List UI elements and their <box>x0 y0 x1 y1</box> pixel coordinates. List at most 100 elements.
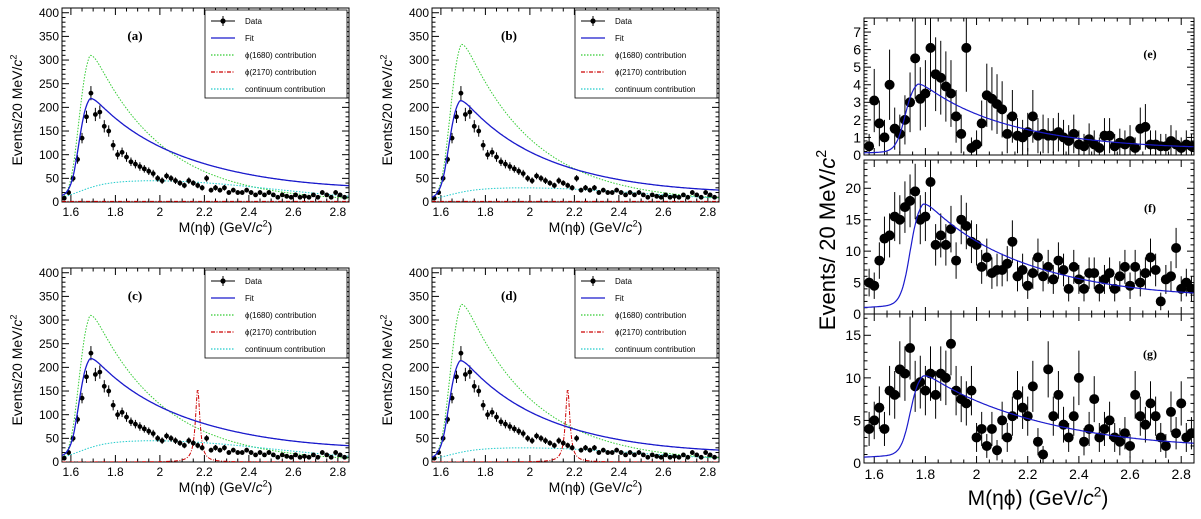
data-point <box>244 187 250 193</box>
data-point <box>511 166 517 172</box>
legend-data-marker <box>590 278 596 284</box>
y-tick-label: 0 <box>853 147 861 163</box>
plot-frame <box>863 159 1195 315</box>
data-point <box>230 187 236 193</box>
x-tick-label: 2.2 <box>566 205 583 219</box>
data-point <box>293 452 299 458</box>
y-tick-label: 0 <box>853 306 861 322</box>
legend-continuum-label: continuum contribution <box>615 85 696 94</box>
data-point <box>1104 268 1115 279</box>
data-point <box>204 435 210 441</box>
data-point <box>1145 252 1156 263</box>
legend-box <box>574 269 718 359</box>
data-point <box>663 192 669 198</box>
data-point <box>1043 364 1054 375</box>
data-point <box>1165 271 1176 282</box>
data-point <box>529 438 535 444</box>
data-point <box>173 178 178 184</box>
data-point <box>884 230 895 241</box>
y-axis-title-sup: 2 <box>378 315 388 320</box>
data-point <box>328 194 334 200</box>
data-point <box>1114 271 1125 282</box>
x-axis-title: M(ηϕ) (GeV/c2) <box>549 218 643 235</box>
data-point <box>1186 283 1194 294</box>
legend-fit-label: Fit <box>245 294 255 303</box>
data-point <box>1104 130 1115 141</box>
legend-phi1680-label: ϕ(1680) contribution <box>615 51 686 60</box>
data-point <box>935 230 946 241</box>
y-axis-title-main: Events/20 MeV/ <box>379 327 395 426</box>
x-tick-label: 2 <box>157 205 164 219</box>
y-axis-title-sup: 2 <box>378 55 388 60</box>
data-point <box>235 190 241 195</box>
data-point <box>689 190 695 195</box>
data-point <box>981 252 992 263</box>
data-point <box>226 190 232 195</box>
x-axis-title-c: c <box>256 479 263 495</box>
data-point <box>951 255 962 266</box>
data-point <box>920 385 931 396</box>
data-point <box>164 173 169 179</box>
data-point <box>654 453 660 459</box>
legend-data-label: Data <box>615 17 632 26</box>
data-point <box>707 452 713 458</box>
data-point <box>905 343 916 354</box>
data-point <box>315 454 321 460</box>
panel-a: 1.6 1.8 2 2.2 2.4 2.6 2.8 0 50 100 150 200 250 300 350… <box>8 6 350 235</box>
data-point <box>266 190 272 195</box>
y-axis-title: Events/20 MeV/c2 <box>8 315 25 426</box>
y-axis-title: Events/20 MeV/c2 <box>378 315 395 426</box>
x-tick-label: 1.8 <box>107 465 124 479</box>
data-point <box>324 452 330 458</box>
data-point <box>672 453 677 459</box>
legend: Data Fit ϕ(1680) contribution ϕ(2170) contr… <box>574 269 718 359</box>
y-tick-label: 300 <box>39 53 59 67</box>
plot-area <box>864 160 1194 311</box>
y-tick-label: 400 <box>39 266 59 280</box>
data-point <box>600 187 606 193</box>
data-point <box>1048 411 1059 422</box>
data-point <box>574 175 580 181</box>
data-point <box>270 192 276 198</box>
data-point <box>324 192 330 198</box>
x-tick-label: 1.8 <box>477 205 494 219</box>
y-tick-label: 150 <box>39 124 59 138</box>
y-tick-label: 350 <box>409 30 429 44</box>
panel-c: 1.6 1.8 2 2.2 2.4 2.6 2.8 0 50 100 150 200 250 300 350… <box>8 266 350 495</box>
data-point <box>663 452 669 458</box>
data-point <box>614 187 620 193</box>
y-tick-label: 400 <box>409 6 429 20</box>
y-axis-title-main: Events/20 MeV/ <box>379 67 395 166</box>
y-tick-label: 350 <box>39 290 59 304</box>
x-axis-title: M(ηϕ) (GeV/c2) <box>179 478 273 495</box>
data-point <box>186 438 192 444</box>
data-point <box>110 142 116 148</box>
data-point <box>494 414 499 420</box>
x-tick-label: 2 <box>527 205 534 219</box>
data-point <box>889 389 900 400</box>
data-point <box>503 421 508 427</box>
y-tick-label: 100 <box>409 148 429 162</box>
data-point <box>319 190 325 195</box>
y-tick-label: 0 <box>52 195 59 209</box>
data-point <box>141 166 147 172</box>
panel-label: (g) <box>1143 347 1157 361</box>
legend-phi1680-label: ϕ(1680) contribution <box>245 311 316 320</box>
y-tick-label: 200 <box>39 101 59 115</box>
data-point <box>560 440 566 446</box>
phi2170-curve <box>432 390 719 462</box>
data-point <box>253 192 258 198</box>
data-point <box>1017 265 1028 275</box>
data-point <box>569 445 575 451</box>
data-point <box>1155 432 1166 443</box>
panel-label: (a) <box>127 28 142 43</box>
data-point <box>88 90 94 96</box>
right-y-axis-title-sup: 2 <box>814 150 830 158</box>
data-point <box>945 224 956 235</box>
data-point <box>217 447 223 453</box>
data-point <box>632 452 637 458</box>
data-point <box>1094 283 1105 294</box>
data-point <box>956 128 967 139</box>
x-tick-label: 2.8 <box>1171 466 1191 482</box>
data-point <box>222 185 227 191</box>
